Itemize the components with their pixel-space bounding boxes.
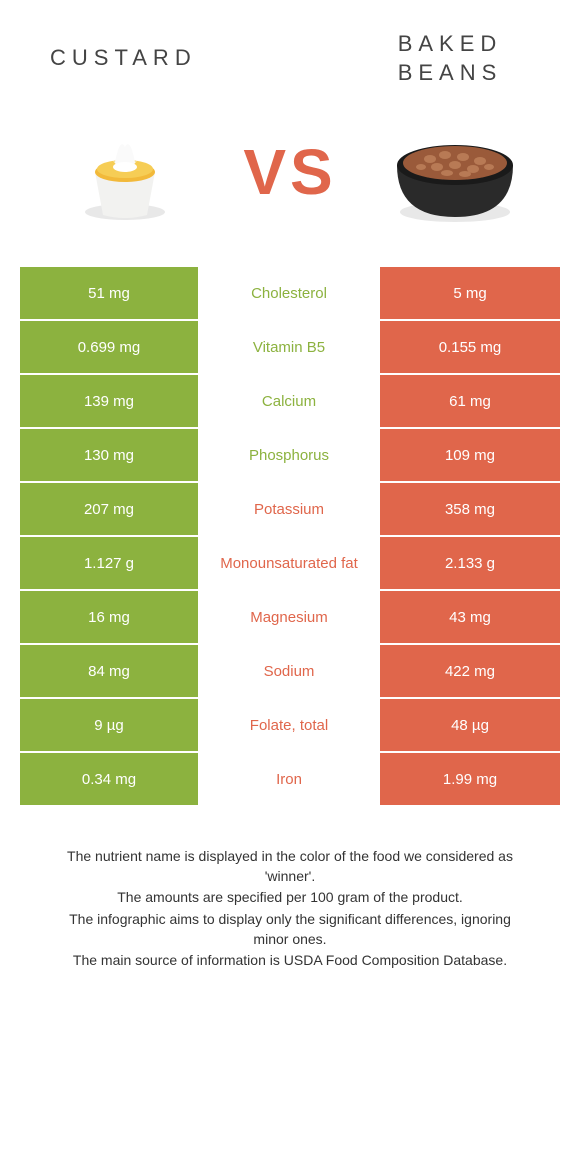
note-line: The infographic aims to display only the… (50, 910, 530, 949)
baked-beans-image (380, 107, 530, 237)
nutrient-name: Folate, total (200, 699, 380, 753)
right-value: 48 µg (380, 699, 560, 753)
left-value: 0.34 mg (20, 753, 200, 807)
left-value: 130 mg (20, 429, 200, 483)
note-line: The main source of information is USDA F… (50, 951, 530, 971)
table-row: 1.127 gMonounsaturated fat2.133 g (20, 537, 560, 591)
right-value: 1.99 mg (380, 753, 560, 807)
right-value: 0.155 mg (380, 321, 560, 375)
table-row: 139 mgCalcium61 mg (20, 375, 560, 429)
table-row: 16 mgMagnesium43 mg (20, 591, 560, 645)
nutrient-name: Sodium (200, 645, 380, 699)
nutrient-name: Potassium (200, 483, 380, 537)
left-value: 9 µg (20, 699, 200, 753)
right-value: 43 mg (380, 591, 560, 645)
nutrient-name: Iron (200, 753, 380, 807)
vs-label: VS (243, 135, 336, 209)
nutrient-name: Calcium (200, 375, 380, 429)
left-value: 0.699 mg (20, 321, 200, 375)
nutrient-name: Magnesium (200, 591, 380, 645)
table-row: 130 mgPhosphorus109 mg (20, 429, 560, 483)
image-row: VS (20, 107, 560, 267)
custard-image (50, 107, 200, 237)
food-title-right: BAKED BEANS (370, 30, 530, 87)
left-value: 139 mg (20, 375, 200, 429)
table-row: 9 µgFolate, total48 µg (20, 699, 560, 753)
note-line: The amounts are specified per 100 gram o… (50, 888, 530, 908)
right-value: 2.133 g (380, 537, 560, 591)
nutrient-name: Monounsaturated fat (200, 537, 380, 591)
right-value: 358 mg (380, 483, 560, 537)
food-title-left: CUSTARD (50, 44, 197, 73)
left-value: 51 mg (20, 267, 200, 321)
table-row: 84 mgSodium422 mg (20, 645, 560, 699)
nutrient-table: 51 mgCholesterol5 mg0.699 mgVitamin B50.… (20, 267, 560, 807)
nutrient-name: Cholesterol (200, 267, 380, 321)
note-line: The nutrient name is displayed in the co… (50, 847, 530, 886)
header: CUSTARD BAKED BEANS (20, 20, 560, 107)
right-value: 5 mg (380, 267, 560, 321)
table-row: 51 mgCholesterol5 mg (20, 267, 560, 321)
table-row: 207 mgPotassium358 mg (20, 483, 560, 537)
left-value: 16 mg (20, 591, 200, 645)
right-value: 109 mg (380, 429, 560, 483)
footer-notes: The nutrient name is displayed in the co… (20, 807, 560, 971)
nutrient-name: Phosphorus (200, 429, 380, 483)
right-value: 61 mg (380, 375, 560, 429)
left-value: 1.127 g (20, 537, 200, 591)
right-value: 422 mg (380, 645, 560, 699)
left-value: 84 mg (20, 645, 200, 699)
table-row: 0.34 mgIron1.99 mg (20, 753, 560, 807)
left-value: 207 mg (20, 483, 200, 537)
nutrient-name: Vitamin B5 (200, 321, 380, 375)
table-row: 0.699 mgVitamin B50.155 mg (20, 321, 560, 375)
